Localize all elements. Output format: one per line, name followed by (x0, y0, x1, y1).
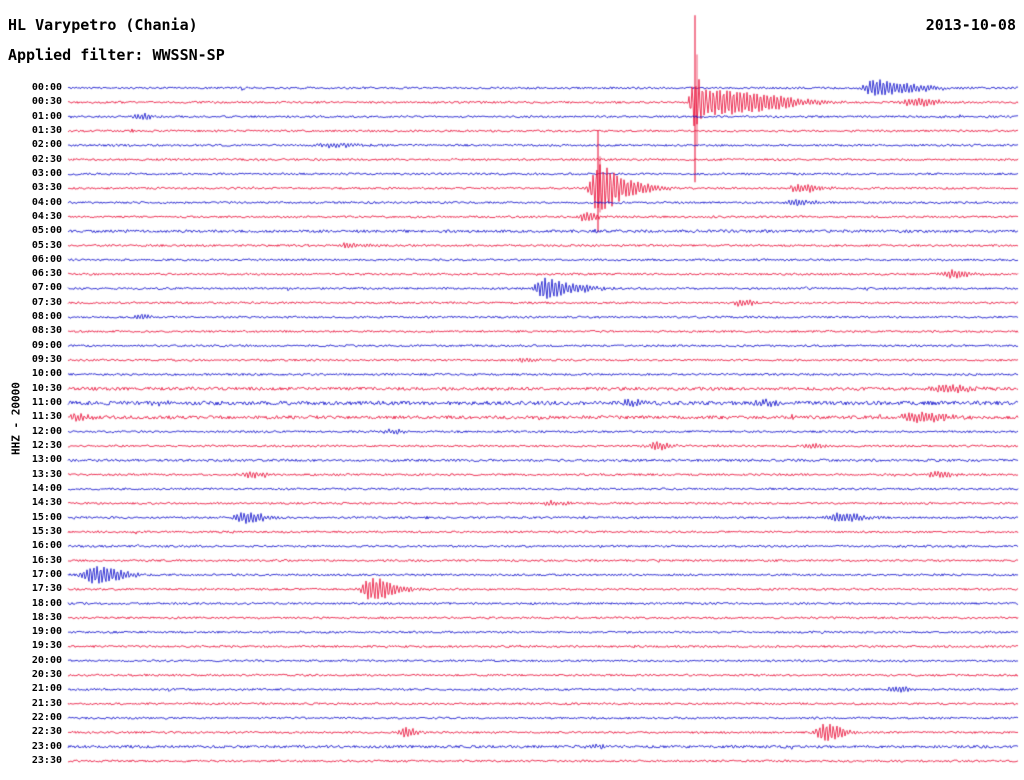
row-time-label: 09:30 (31, 354, 62, 366)
row-time-label: 11:00 (31, 397, 62, 409)
row-time-label: 08:00 (31, 311, 62, 323)
row-time-label: 17:30 (31, 583, 62, 595)
row-time-label: 21:00 (31, 683, 62, 695)
row-time-label: 03:00 (31, 167, 62, 179)
row-time-label: 10:00 (31, 368, 62, 380)
row-time-label: 03:30 (31, 182, 62, 194)
row-time-label: 10:30 (31, 382, 62, 394)
row-time-label: 17:00 (31, 568, 62, 580)
row-time-label: 12:00 (31, 425, 62, 437)
row-time-label: 15:30 (31, 525, 62, 537)
row-time-label: 22:00 (31, 712, 62, 724)
row-time-label: 20:30 (31, 669, 62, 681)
row-time-label: 20:00 (31, 654, 62, 666)
row-time-label: 09:00 (31, 339, 62, 351)
row-time-label: 11:30 (31, 411, 62, 423)
row-time-label: 07:30 (31, 296, 62, 308)
station-title: HL Varypetro (Chania) (8, 16, 198, 34)
row-time-label: 01:30 (31, 124, 62, 136)
row-time-label: 14:00 (31, 482, 62, 494)
row-time-label: 19:30 (31, 640, 62, 652)
row-time-label: 16:00 (31, 540, 62, 552)
row-time-label: 04:30 (31, 210, 62, 222)
date-label: 2013-10-08 (925, 16, 1016, 34)
row-time-label: 22:30 (31, 726, 62, 738)
row-time-label: 06:30 (31, 268, 62, 280)
row-time-label: 18:00 (31, 597, 62, 609)
row-time-label: 00:30 (31, 96, 62, 108)
row-time-label: 21:30 (31, 697, 62, 709)
row-time-label: 05:30 (31, 239, 62, 251)
row-time-label: 23:00 (31, 740, 62, 752)
row-time-label: 15:00 (31, 511, 62, 523)
row-time-label: 18:30 (31, 611, 62, 623)
row-time-label: 19:00 (31, 626, 62, 638)
row-time-label: 12:30 (31, 440, 62, 451)
row-time-label: 04:00 (31, 196, 62, 208)
row-time-label: 01:00 (31, 110, 62, 122)
row-time-label: 23:30 (31, 755, 62, 767)
row-time-label: 13:00 (31, 454, 62, 466)
row-time-label: 02:00 (31, 139, 62, 151)
row-time-label: 16:30 (31, 554, 62, 566)
row-time-label: 02:30 (31, 153, 62, 165)
row-time-label: 06:00 (31, 253, 62, 265)
time-label-column: 00:00 00:30 01:00 01:30 02:00 02:30 03:00 03:30… (0, 0, 64, 780)
row-time-label: 07:00 (31, 282, 62, 294)
row-time-label: 05:00 (31, 225, 62, 237)
applied-filter-label: Applied filter: WWSSN-SP (8, 46, 225, 64)
row-time-label: 00:00 (31, 82, 62, 93)
row-time-label: 13:30 (31, 468, 62, 480)
row-time-label: 14:30 (31, 497, 62, 509)
row-time-label: 08:30 (31, 325, 62, 337)
